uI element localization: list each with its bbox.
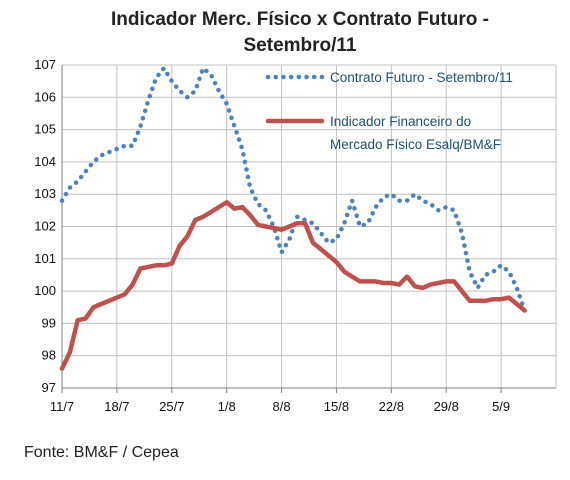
y-tick-label: 104 xyxy=(34,154,56,169)
series-line-indicador-financeiro xyxy=(59,200,527,371)
y-tick-label: 102 xyxy=(34,219,56,234)
y-tick-label: 99 xyxy=(42,315,56,330)
grid xyxy=(61,64,557,389)
x-tick-label: 5/9 xyxy=(492,399,510,414)
x-tick-label: 8/8 xyxy=(273,399,291,414)
series-layer xyxy=(59,65,527,371)
chart-title-line-1: Indicador Merc. Físico x Contrato Futuro… xyxy=(111,9,489,30)
x-tick-label: 15/8 xyxy=(324,399,349,414)
legend-label-indicador-line-2: Mercado Físico Esalq/BM&F xyxy=(330,137,501,152)
y-tick-label: 97 xyxy=(42,380,56,395)
legend-label-indicador-line-1: Indicador Financeiro do xyxy=(330,114,471,129)
y-tick-label: 101 xyxy=(34,251,56,266)
y-tick-label: 100 xyxy=(34,283,56,298)
legend: Contrato Futuro - Setembro/11 Indicador … xyxy=(265,70,513,152)
x-axis: 11/7 18/7 25/7 1/8 8/8 15/8 22/8 29/8 5/9 xyxy=(50,387,556,414)
y-tick-label: 98 xyxy=(42,348,56,363)
y-axis: 97 98 99 100 101 102 103 104 105 106 107 xyxy=(34,57,63,395)
y-tick-label: 106 xyxy=(34,89,56,104)
y-tick-label: 107 xyxy=(34,57,56,72)
x-tick-label: 22/8 xyxy=(379,399,404,414)
chart-title-line-2: Setembro/11 xyxy=(244,35,357,56)
source-note: Fonte: BM&F / Cepea xyxy=(24,444,179,461)
x-tick-label: 25/7 xyxy=(159,399,184,414)
x-tick-label: 29/8 xyxy=(434,399,459,414)
series-line-contrato-futuro xyxy=(59,65,527,313)
x-tick-label: 11/7 xyxy=(50,399,74,414)
y-tick-label: 103 xyxy=(34,186,56,201)
x-tick-label: 1/8 xyxy=(218,399,236,414)
legend-label-contrato-futuro: Contrato Futuro - Setembro/11 xyxy=(330,70,513,85)
x-tick-label: 18/7 xyxy=(104,399,129,414)
y-tick-label: 105 xyxy=(34,122,56,137)
